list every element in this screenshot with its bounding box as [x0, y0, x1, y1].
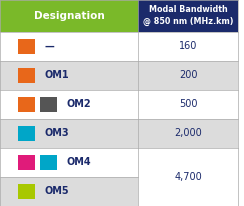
Text: Designation: Designation [34, 11, 104, 21]
FancyBboxPatch shape [0, 32, 138, 61]
FancyBboxPatch shape [18, 68, 35, 83]
Text: Modal Bandwidth
@ 850 nm (MHz.km): Modal Bandwidth @ 850 nm (MHz.km) [143, 6, 234, 26]
Text: 2,000: 2,000 [174, 129, 202, 138]
Text: OM2: OM2 [66, 99, 91, 109]
Text: —: — [44, 41, 54, 52]
FancyBboxPatch shape [0, 0, 138, 32]
Text: OM1: OM1 [44, 70, 69, 81]
FancyBboxPatch shape [0, 177, 138, 206]
FancyBboxPatch shape [40, 155, 57, 170]
FancyBboxPatch shape [138, 61, 238, 90]
Text: 4,700: 4,700 [174, 172, 202, 182]
FancyBboxPatch shape [138, 0, 238, 32]
FancyBboxPatch shape [18, 184, 35, 199]
FancyBboxPatch shape [18, 155, 35, 170]
FancyBboxPatch shape [0, 90, 138, 119]
Text: OM4: OM4 [66, 157, 91, 167]
Text: OM5: OM5 [44, 186, 69, 197]
FancyBboxPatch shape [18, 97, 35, 112]
Text: OM3: OM3 [44, 129, 69, 138]
FancyBboxPatch shape [18, 126, 35, 141]
FancyBboxPatch shape [138, 90, 238, 119]
Text: 160: 160 [179, 41, 198, 52]
FancyBboxPatch shape [0, 61, 138, 90]
FancyBboxPatch shape [138, 119, 238, 148]
FancyBboxPatch shape [0, 148, 138, 177]
Text: 200: 200 [179, 70, 198, 81]
FancyBboxPatch shape [0, 119, 138, 148]
FancyBboxPatch shape [18, 39, 35, 54]
Text: 500: 500 [179, 99, 198, 109]
FancyBboxPatch shape [138, 148, 238, 206]
FancyBboxPatch shape [40, 97, 57, 112]
FancyBboxPatch shape [138, 32, 238, 61]
